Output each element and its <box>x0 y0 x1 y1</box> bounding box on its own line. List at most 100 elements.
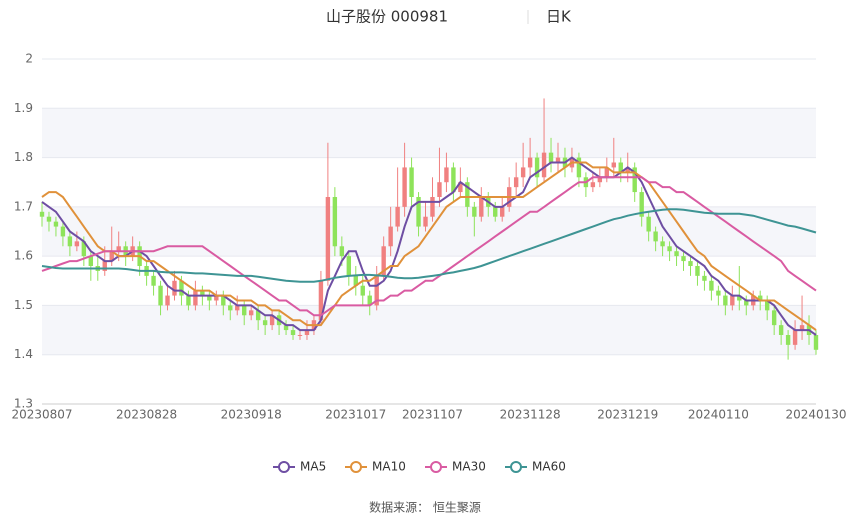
candle-body <box>297 335 303 336</box>
candle-body <box>597 177 603 183</box>
candle-body <box>646 216 651 232</box>
y-tick-label: 1.6 <box>14 249 33 263</box>
candle-body <box>332 197 338 247</box>
candle-body <box>458 182 463 193</box>
candle-body <box>674 251 679 257</box>
candle-body <box>242 305 247 316</box>
candle-body <box>695 266 700 276</box>
candle-body <box>576 157 582 178</box>
candle-body <box>667 246 672 252</box>
x-tick-label: 20240130 <box>785 408 846 422</box>
candle-body <box>88 256 94 266</box>
candle-body <box>653 231 658 242</box>
candle-body <box>785 335 791 345</box>
x-tick-label: 20231219 <box>597 408 658 422</box>
candle-body <box>702 275 707 281</box>
candle-body <box>465 182 470 207</box>
candle-body <box>723 295 728 306</box>
ma-line <box>41 208 817 283</box>
candle-body <box>555 157 561 163</box>
candle-body <box>109 251 114 262</box>
y-tick-label: 1.9 <box>14 101 33 115</box>
x-tick-label: 20230828 <box>116 408 177 422</box>
candle-body <box>737 295 742 301</box>
legend-marker <box>430 461 442 473</box>
candle-body <box>116 246 121 252</box>
candle-body <box>304 330 310 335</box>
y-tick-label: 1.3 <box>14 397 33 411</box>
candle-body <box>430 197 435 217</box>
ma-line <box>41 176 817 317</box>
legend-label: MA60 <box>532 460 566 474</box>
candle-body <box>409 167 414 197</box>
candle-body <box>214 295 219 301</box>
candle-body <box>39 211 45 217</box>
candle-body <box>660 241 665 247</box>
candle-body <box>165 295 170 306</box>
candle-body <box>290 330 296 335</box>
candle-body <box>444 167 449 183</box>
x-tick-label: 20231017 <box>325 408 386 422</box>
candle-body <box>744 300 749 306</box>
candle-body <box>520 167 526 178</box>
candle-body <box>681 256 686 262</box>
candle-body <box>346 256 352 276</box>
candle-body <box>625 167 630 173</box>
candle-body <box>500 206 505 217</box>
candle-body <box>618 162 623 173</box>
candle-body <box>604 167 610 178</box>
candle-body <box>151 275 156 286</box>
candle-body <box>527 157 533 168</box>
candle-body <box>339 246 345 257</box>
candle-body <box>688 261 693 266</box>
candle-body <box>283 325 289 331</box>
candle-body <box>778 325 784 335</box>
candle-body <box>81 241 87 257</box>
candle-body <box>228 305 233 311</box>
source-note: 数据来源： 恒生聚源 <box>369 500 481 515</box>
candle-body <box>534 157 540 178</box>
candle-body <box>771 310 777 326</box>
candle-body <box>423 216 428 227</box>
grid-band <box>42 305 816 355</box>
candle-body <box>493 206 498 217</box>
candle-body <box>381 246 386 276</box>
candle-body <box>53 221 59 227</box>
candle-body <box>221 295 226 306</box>
legend-label: MA30 <box>452 460 486 474</box>
candle-body <box>255 310 261 321</box>
legend-label: MA10 <box>372 460 406 474</box>
x-tick-label: 20231128 <box>500 408 561 422</box>
legend-label: MA5 <box>300 460 326 474</box>
candle-body <box>639 192 644 217</box>
candle-body <box>799 325 805 331</box>
y-tick-label: 1.5 <box>14 298 33 312</box>
candle-body <box>730 295 735 306</box>
y-tick-label: 2 <box>25 52 33 66</box>
candle-body <box>158 285 163 306</box>
candle-body <box>472 206 477 217</box>
candle-body <box>353 275 358 286</box>
candle-body <box>374 275 379 306</box>
candle-body <box>402 167 407 207</box>
candle-body <box>716 290 721 296</box>
y-tick-label: 1.7 <box>14 199 33 213</box>
candle-body <box>269 315 275 326</box>
candle-body <box>513 177 519 188</box>
candle-body <box>67 236 73 247</box>
candle-body <box>60 226 66 237</box>
x-tick-label: 20230807 <box>11 408 72 422</box>
candle-body <box>451 167 456 193</box>
candle-body <box>193 290 198 306</box>
candle-body <box>207 295 212 301</box>
candle-body <box>479 197 484 217</box>
candle-body <box>590 182 596 188</box>
candle-body <box>360 285 365 296</box>
candle-body <box>235 305 240 311</box>
candle-body <box>416 197 421 227</box>
ma-line <box>41 156 817 336</box>
candle-body <box>813 335 819 350</box>
candle-body <box>548 152 554 163</box>
candle-body <box>318 280 324 321</box>
legend-marker <box>278 461 290 473</box>
